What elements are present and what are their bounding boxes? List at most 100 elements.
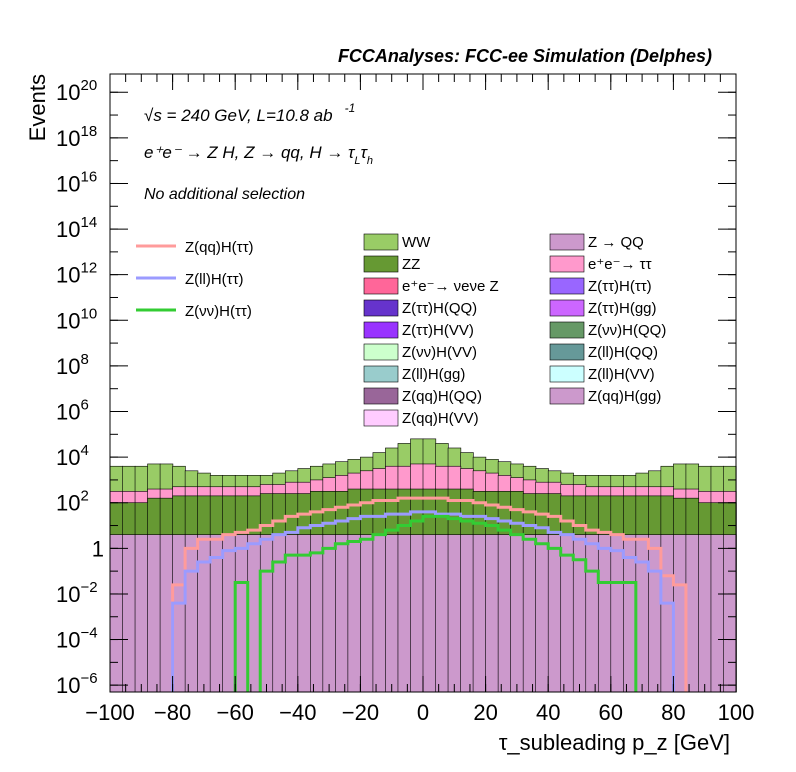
chart-title: FCCAnalyses: FCC-ee Simulation (Delphes)	[338, 46, 712, 66]
legend-swatch	[363, 255, 399, 273]
histogram-bar	[272, 534, 286, 693]
histogram-bar	[159, 534, 174, 693]
histogram-bar	[610, 534, 624, 693]
y-tick-label: 10−2	[56, 579, 98, 607]
series-line	[233, 514, 638, 692]
histogram-bar	[497, 534, 512, 693]
y-tick-label: 102	[56, 488, 89, 516]
legend-label: Z(qq)H(QQ)	[402, 388, 482, 405]
legend-label: Z(ττ)H(VV)	[402, 322, 474, 339]
legend-swatch	[549, 255, 585, 273]
histogram-bar	[560, 534, 574, 693]
histogram-bar	[297, 534, 311, 693]
legend-swatch	[549, 233, 585, 251]
legend-label: Z(ll)H(QQ)	[588, 344, 658, 361]
x-tick-label: 0	[417, 700, 429, 725]
x-tick-label: 40	[536, 700, 560, 725]
x-tick-label: 80	[661, 700, 685, 725]
x-tick-label: −60	[217, 700, 254, 725]
selection-annotation: No additional selection	[144, 186, 305, 203]
histogram-bar	[347, 534, 362, 693]
histogram-bar	[259, 534, 274, 693]
histogram-bar	[535, 534, 549, 693]
y-tick-label: 1	[92, 536, 104, 561]
y-tick-label: 10−4	[56, 625, 98, 653]
overlay-lines	[171, 496, 688, 692]
legend-swatch	[549, 365, 585, 383]
histogram-bar	[410, 534, 424, 693]
histogram-bar	[435, 534, 449, 693]
axes: −100 −80 −60 −40 −20 0 20 40 60 80 100 1020 1018 1016…	[56, 74, 754, 725]
histogram-bar	[522, 534, 537, 693]
histogram-bar	[660, 534, 675, 693]
histogram-bar	[460, 534, 474, 693]
x-tick-label: 20	[473, 700, 497, 725]
legend-swatch	[363, 233, 399, 251]
y-tick-label: 106	[56, 397, 89, 425]
legend-line-label: Z(νν)H(ττ)	[185, 303, 252, 320]
histogram-bar	[673, 534, 687, 693]
legend-label: Z(νν)H(QQ)	[588, 322, 666, 339]
histogram-bar	[322, 534, 336, 693]
histogram-bar	[472, 534, 487, 693]
legend-swatch	[363, 277, 399, 295]
y-tick-label: 1018	[56, 123, 97, 151]
process-annotation: e⁺e⁻ → Z H, Z → qq, H → τLτh	[144, 143, 373, 167]
legend-swatch	[549, 299, 585, 317]
histogram-bar	[485, 534, 499, 693]
histogram-bar	[284, 534, 299, 693]
y-tick-label: 1016	[56, 168, 97, 196]
histogram-bar	[597, 534, 612, 693]
legend-label: Z(ll)H(gg)	[402, 366, 465, 383]
histogram-bar	[685, 534, 700, 693]
histogram-bar	[547, 534, 562, 693]
histogram-bar	[698, 534, 712, 693]
plot-area	[109, 438, 737, 693]
y-tick-label: 1010	[56, 305, 97, 333]
legend-label: Z → QQ	[588, 234, 644, 251]
legend-swatch	[363, 365, 399, 383]
x-tick-label: −20	[342, 700, 379, 725]
legend-label: WW	[402, 234, 431, 251]
series-line	[171, 496, 688, 692]
histogram-bar	[310, 534, 324, 693]
legend-swatch	[363, 321, 399, 339]
histogram-bar	[447, 534, 462, 693]
histogram-bar	[385, 534, 399, 693]
histogram-bar	[422, 534, 437, 693]
x-tick-label: 60	[599, 700, 623, 725]
histogram-bar	[234, 534, 249, 693]
legend-swatch	[363, 343, 399, 361]
y-tick-label: 1012	[56, 260, 97, 288]
x-tick-label: −80	[154, 700, 191, 725]
histogram-bar	[109, 534, 124, 693]
histogram-bar	[335, 534, 349, 693]
stack-layer	[109, 534, 737, 693]
legend-label: e⁺e⁻→ νeνe Z	[402, 278, 499, 295]
line-legend: Z(qq)H(ττ) Z(ll)H(ττ) Z(νν)H(ττ)	[136, 239, 254, 320]
legend-label: Z(ττ)H(ττ)	[588, 278, 652, 295]
histogram-bar	[247, 534, 261, 693]
stack-legend: WW Z → QQ ZZ e⁺e⁻→ ττ e⁺e⁻→ νeνe Z Z(ττ)H(ττ)…	[363, 233, 666, 427]
histogram-bar	[197, 534, 211, 693]
histogram-bar	[723, 534, 737, 693]
legend-swatch	[363, 387, 399, 405]
histogram-bar	[710, 534, 725, 693]
histogram-bar	[184, 534, 199, 693]
x-tick-label: −100	[85, 700, 135, 725]
legend-label: Z(ττ)H(gg)	[588, 300, 657, 317]
legend-label: Z(ττ)H(QQ)	[402, 300, 477, 317]
histogram-bar	[648, 534, 662, 693]
legend-label: ZZ	[402, 256, 420, 273]
legend-label: Z(qq)H(VV)	[402, 410, 479, 427]
histogram-bar	[134, 534, 149, 693]
histogram-bar	[147, 534, 161, 693]
histogram-bar	[585, 534, 599, 693]
legend-swatch	[549, 321, 585, 339]
x-axis-label: τ_subleading p_z [GeV]	[499, 730, 730, 755]
y-tick-label: 108	[56, 351, 89, 379]
x-tick-label: −40	[279, 700, 316, 725]
legend-swatch	[363, 299, 399, 317]
histogram-bar	[360, 534, 374, 693]
